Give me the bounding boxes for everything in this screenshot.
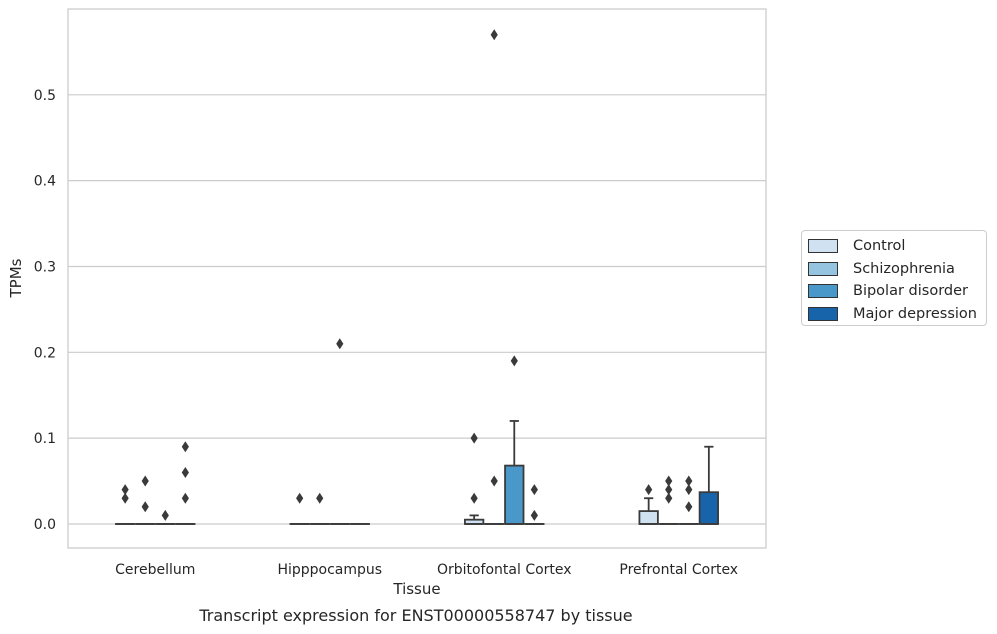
y-tick-label: 0.3 (34, 259, 56, 275)
box-group (115, 484, 136, 525)
outlier-point (685, 501, 693, 513)
outlier-point (665, 484, 673, 496)
box-group (698, 445, 719, 525)
y-tick-label: 0.5 (34, 88, 56, 104)
box (504, 464, 525, 525)
y-tick-label: 0.0 (34, 517, 56, 533)
box-group (658, 475, 679, 525)
legend-swatch-major-depression (808, 306, 838, 321)
outlier-point (470, 492, 478, 504)
y-tick-labels: 0.0 0.1 0.2 0.3 0.4 0.5 (34, 88, 56, 533)
outlier-point (470, 432, 478, 444)
outlier-point (490, 475, 498, 487)
outlier-point (685, 484, 693, 496)
x-tick-label: Orbitofontal Cortex (437, 562, 572, 578)
outlier-point (141, 475, 149, 487)
box-group (464, 432, 485, 525)
y-tick-label: 0.1 (34, 431, 56, 447)
outlier-point (121, 492, 129, 504)
y-axis-label: TPMs (7, 258, 25, 298)
box-group (289, 492, 310, 525)
box-group (524, 484, 545, 525)
legend-label: Major depression (853, 305, 977, 322)
y-tick-label: 0.2 (34, 345, 56, 361)
outlier-point (181, 492, 189, 504)
legend-label: Control (853, 238, 906, 255)
outlier-point (181, 466, 189, 478)
legend-item-major-depression: Major depression (808, 303, 986, 326)
legend-item-bipolar-disorder: Bipolar disorder (808, 280, 986, 303)
box-group (678, 475, 699, 525)
legend-swatch-bipolar-disorder (808, 284, 838, 299)
outlier-point (161, 509, 169, 521)
outlier-point (181, 441, 189, 453)
grid-lines (68, 94, 766, 525)
outlier-point (530, 509, 538, 521)
x-tick-label: Prefrontal Cortex (619, 562, 738, 578)
legend-item-schizophrenia: Schizophrenia (808, 258, 986, 281)
box-group (309, 492, 330, 525)
box-group (638, 484, 659, 525)
outlier-point (530, 484, 538, 496)
box (698, 491, 719, 525)
legend-swatch-schizophrenia (808, 261, 838, 276)
legend: Control Schizophrenia Bipolar disorder M… (801, 230, 987, 326)
y-tick-label: 0.4 (34, 174, 56, 190)
outlier-point (296, 492, 304, 504)
legend-swatch-control (808, 239, 838, 254)
box-plots (115, 29, 719, 525)
plot-frame (67, 8, 767, 549)
box-group (175, 441, 196, 525)
box (638, 510, 659, 525)
legend-label: Bipolar disorder (853, 283, 968, 300)
box-group (329, 338, 350, 525)
outlier-point (490, 29, 498, 41)
outlier-point (645, 484, 653, 496)
legend-label: Schizophrenia (853, 260, 955, 277)
x-tick-label: Cerebellum (115, 562, 195, 578)
x-tick-label: Hipppocampus (277, 562, 382, 578)
x-tick-labels: Cerebellum Hipppocampus Orbitofontal Corte… (115, 562, 738, 578)
outlier-point (685, 475, 693, 487)
x-axis-label: Tissue (392, 580, 440, 598)
chart-caption: Transcript expression for ENST0000055874… (199, 606, 633, 625)
outlier-point (665, 475, 673, 487)
box-group (155, 509, 176, 525)
outlier-point (141, 501, 149, 513)
outlier-point (316, 492, 324, 504)
box-group (504, 355, 525, 525)
outlier-point (336, 338, 344, 350)
outlier-point (121, 484, 129, 496)
outlier-point (665, 492, 673, 504)
box-group (484, 29, 505, 525)
box-group (135, 475, 156, 525)
outlier-point (510, 355, 518, 367)
legend-item-control: Control (808, 235, 986, 258)
